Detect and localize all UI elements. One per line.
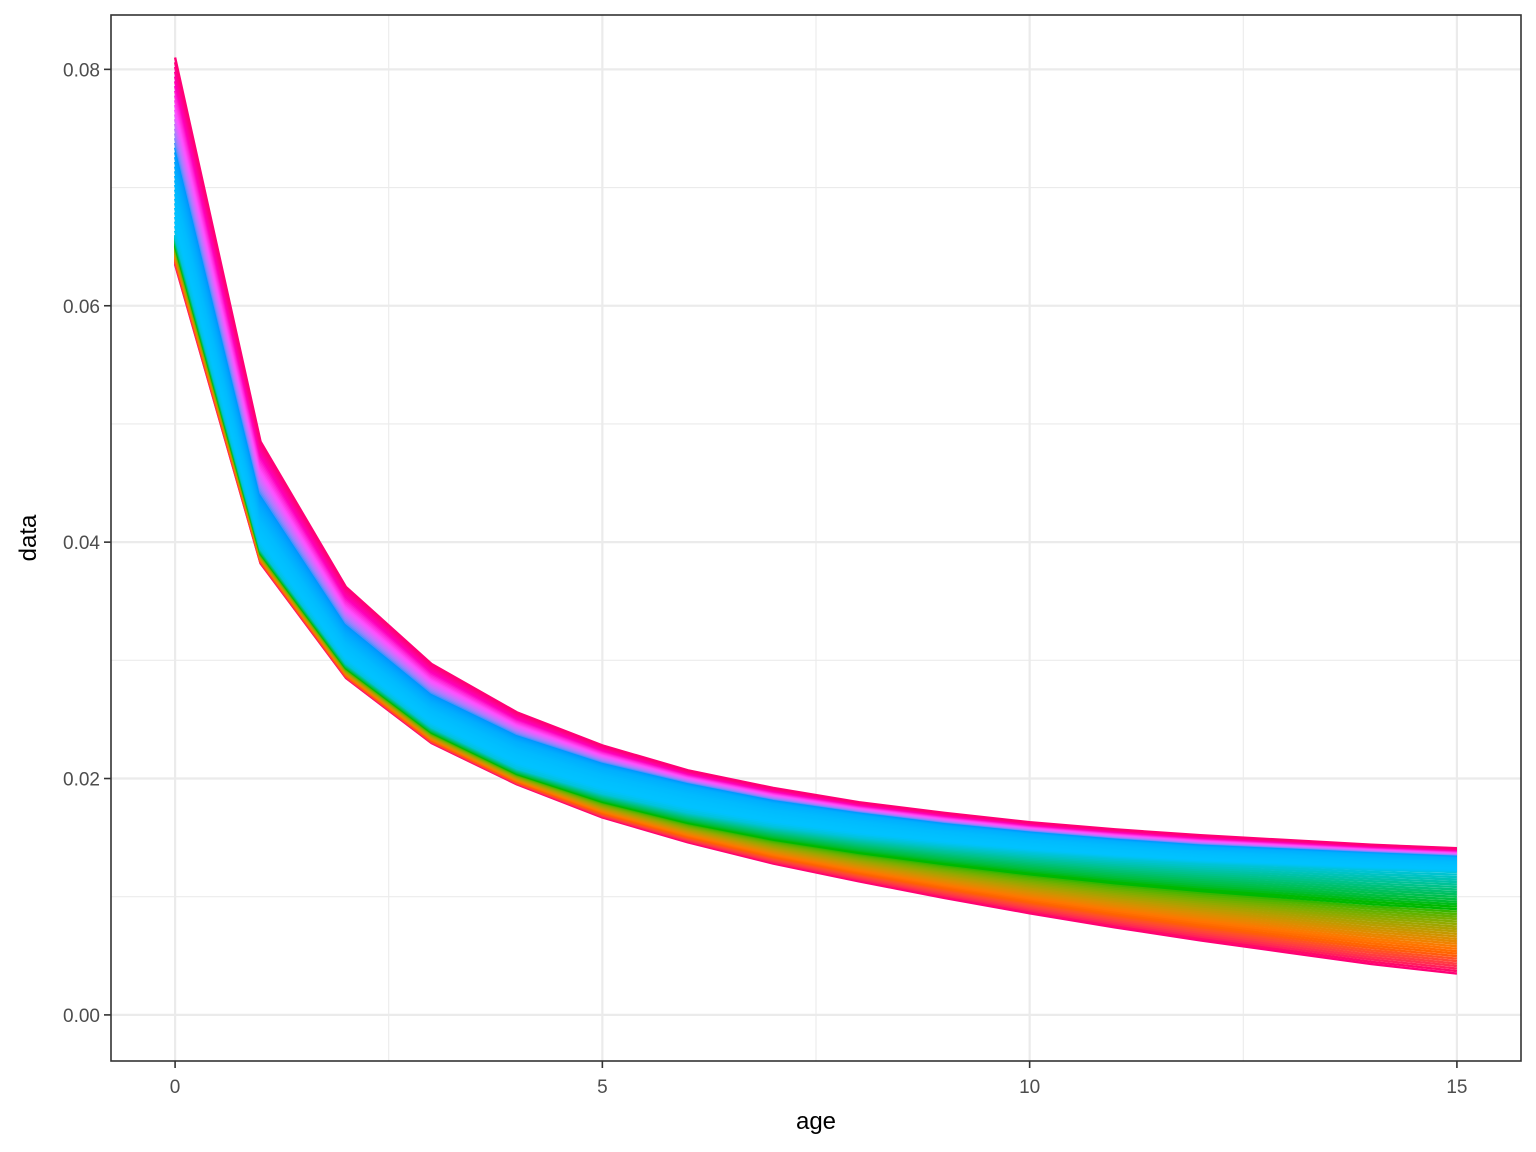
- y-tick-label: 0.00: [63, 1006, 100, 1027]
- x-tick-label: 15: [1446, 1077, 1467, 1098]
- x-axis-title: age: [796, 1108, 836, 1135]
- y-tick-label: 0.06: [63, 297, 100, 318]
- y-tick-label: 0.04: [63, 533, 100, 554]
- panel-border: [110, 14, 1522, 1062]
- y-tick-label: 0.02: [63, 770, 100, 791]
- y-axis: 0.00 0.02 0.04 0.06 0.08: [63, 60, 111, 1027]
- y-tick-label: 0.08: [63, 60, 100, 81]
- series-line: [173, 57, 1457, 850]
- x-tick-label: 5: [597, 1077, 608, 1098]
- series-line: [173, 234, 1457, 874]
- x-tick-label: 0: [170, 1077, 181, 1098]
- x-tick-label: 10: [1019, 1077, 1040, 1098]
- y-axis-title: data: [15, 514, 42, 561]
- x-axis: 0 5 10 15: [170, 1061, 1467, 1098]
- series-group: [173, 57, 1458, 975]
